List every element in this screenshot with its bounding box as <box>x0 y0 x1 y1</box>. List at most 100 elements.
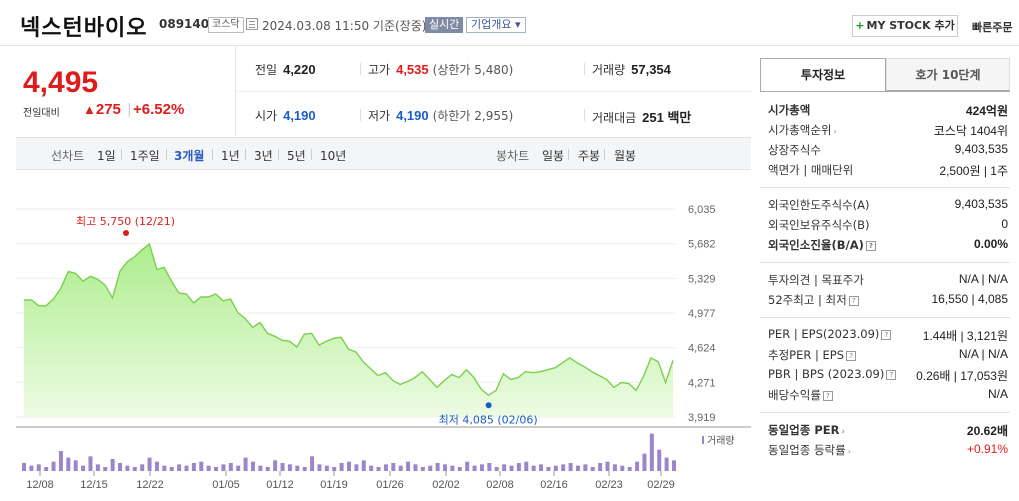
info-row[interactable]: 시가총액순위 › 코스닥 1404위 <box>766 120 1008 140</box>
info-row-value: 424억원 <box>965 104 1008 118</box>
volume-bar <box>184 465 189 471</box>
volume-bar <box>583 464 588 471</box>
tab-investment-info[interactable]: 투자정보 <box>760 58 886 91</box>
candle-weekly[interactable]: 주봉 <box>578 149 601 163</box>
period-1y[interactable]: 1년 <box>221 149 240 163</box>
volume-bar <box>612 464 617 471</box>
volume-bar <box>58 451 63 471</box>
candle-daily[interactable]: 일봉 <box>542 149 565 163</box>
info-row: PBR | BPS (2023.09)? 0.26배 | 17,053원 <box>766 365 1008 385</box>
info-row-value: N/A | N/A <box>958 272 1008 286</box>
volume-bar <box>553 465 558 471</box>
volume-bar <box>502 464 507 471</box>
volume-bar <box>672 460 676 471</box>
x-tick-label: 02/29 <box>647 479 675 491</box>
quote-row: 시가 4,190 저가 4,190 (하한가 2,955) 거래대금 251 백만 <box>237 91 751 136</box>
volume-bar <box>450 465 455 471</box>
quick-order-link[interactable]: 빠른주문 <box>972 21 1013 34</box>
volume-bar <box>332 467 337 471</box>
x-tick-label: 01/12 <box>266 479 294 491</box>
high-price: 고가 4,535 (상한가 5,480) <box>368 62 514 77</box>
x-tick-label: 01/05 <box>212 479 240 491</box>
price-change-pct: +6.52% <box>133 101 185 118</box>
help-icon[interactable]: ? <box>848 295 859 306</box>
help-icon[interactable]: ? <box>881 329 892 340</box>
divider <box>604 149 605 160</box>
info-row-label: 배당수익률? <box>768 387 833 403</box>
stock-header: 넥스턴바이오 089140 코스닥 2024.03.08 11:50 기준(장중… <box>0 0 1019 46</box>
low-price: 저가 4,190 (하한가 2,955) <box>368 108 514 123</box>
price-line <box>24 242 674 397</box>
x-tick-label: 02/23 <box>595 479 623 491</box>
volume-bar <box>177 464 182 471</box>
volume-bar <box>280 463 285 471</box>
x-tick-label: 02/02 <box>432 479 460 491</box>
price-summary: 4,495 전일대비 ▲275 | +6.52% <box>16 46 236 136</box>
info-row[interactable]: 동일업종 PER › 20.62배 <box>766 420 1008 440</box>
period-3y[interactable]: 3년 <box>254 149 273 163</box>
volume-bar <box>457 467 462 471</box>
volume-bar <box>51 461 56 471</box>
volume-bar <box>169 467 174 471</box>
info-row-value: 20.62배 <box>966 424 1008 438</box>
divider <box>360 109 361 121</box>
company-overview-dropdown[interactable]: 기업개요 ▾ <box>466 17 526 33</box>
volume-bar <box>162 465 167 471</box>
volume-bar <box>472 465 477 471</box>
chart-toolbar: 선차트 1일 1주일 3개월 1년 3년 5년 10년 봉차트 일봉 주봉 월봉 <box>16 137 751 170</box>
help-icon[interactable]: ? <box>865 240 876 251</box>
volume-bar <box>103 467 108 471</box>
divider <box>245 149 246 160</box>
y-tick-label: 4,271 <box>688 377 716 389</box>
info-row-label: 시가총액 <box>768 103 811 117</box>
price-chart[interactable]: 6,035 5,682 5,329 4,977 4,624 4,271 3,919 최고 5… <box>16 171 751 501</box>
info-row-label: 시가총액순위 › <box>768 123 837 137</box>
volume-bar <box>310 456 315 471</box>
candle-chart-label[interactable]: 봉차트 <box>496 149 530 163</box>
help-icon[interactable]: ? <box>822 390 833 401</box>
period-1d[interactable]: 1일 <box>97 149 116 163</box>
help-icon[interactable]: ? <box>846 350 857 361</box>
volume-bar <box>125 465 130 471</box>
volume-bar <box>443 464 448 471</box>
x-tick-label: 01/19 <box>320 479 348 491</box>
volume-bar <box>265 467 270 471</box>
info-row-label: 동일업종 PER › <box>768 423 845 437</box>
add-mystock-button[interactable]: + MY STOCK 추가 <box>852 15 958 37</box>
volume-bar <box>369 465 374 471</box>
help-icon[interactable]: ? <box>886 369 897 380</box>
current-price: 4,495 <box>23 66 99 99</box>
realtime-badge[interactable]: 실시간 <box>425 17 464 33</box>
volume-bar <box>406 461 411 471</box>
info-row[interactable]: 동일업종 등락률 › +0.91% <box>766 440 1008 460</box>
info-row: 배당수익률? N/A <box>766 385 1008 405</box>
period-1w[interactable]: 1주일 <box>130 149 160 163</box>
period-5y[interactable]: 5년 <box>287 149 306 163</box>
info-row: 시가총액 424억원 <box>766 100 1008 120</box>
volume-bar <box>199 461 204 471</box>
volume-bar <box>287 464 292 471</box>
section-divider <box>760 187 1010 188</box>
volume-bar <box>428 465 433 471</box>
divider <box>212 149 213 160</box>
period-3m[interactable]: 3개월 <box>174 149 205 163</box>
info-row: 외국인보유주식수(B) 0 <box>766 215 1008 235</box>
divider <box>278 149 279 160</box>
info-row: 52주최고 | 최저? 16,550 | 4,085 <box>766 290 1008 310</box>
stock-code: 089140 <box>159 17 210 31</box>
volume-bar <box>376 467 381 471</box>
tab-orderbook-10[interactable]: 호가 10단계 <box>886 58 1010 91</box>
line-chart-label[interactable]: 선차트 <box>51 149 85 163</box>
x-tick-label: 12/22 <box>136 479 164 491</box>
volume-bar <box>221 464 226 471</box>
divider <box>311 149 312 160</box>
volume-bar <box>22 463 26 471</box>
change-label: 전일대비 <box>23 108 60 119</box>
period-10y[interactable]: 10년 <box>320 149 347 163</box>
quote-row: 전일 4,220 고가 4,535 (상한가 5,480) 거래량 57,354 <box>237 46 751 91</box>
info-row-value: N/A | N/A <box>958 347 1008 361</box>
candle-monthly[interactable]: 월봉 <box>614 149 637 163</box>
volume-bar <box>413 464 418 471</box>
volume-bar <box>250 461 255 471</box>
x-tick-label: 12/15 <box>80 479 108 491</box>
